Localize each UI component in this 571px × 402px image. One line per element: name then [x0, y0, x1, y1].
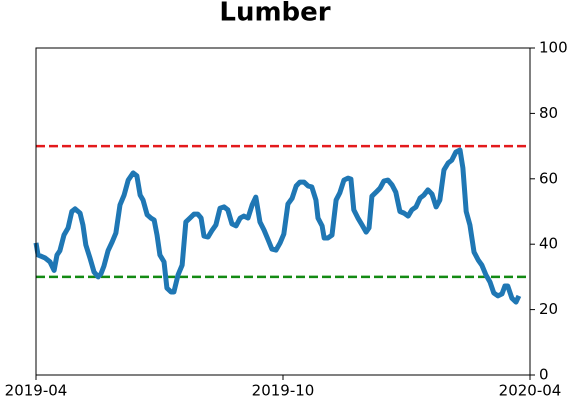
y-tick-label: 80: [539, 104, 558, 122]
y-tick-label: 20: [539, 300, 558, 318]
plot-frame: [35, 47, 531, 376]
x-tick-label: 2019-04: [5, 382, 68, 400]
y-tick-label: 40: [539, 235, 558, 253]
y-tick-label: 100: [539, 39, 568, 57]
x-tick-label: 2019-10: [252, 382, 315, 400]
data-line: [33, 147, 522, 305]
x-tick-label: 2020-04: [499, 382, 562, 400]
chart-title: Lumber: [219, 0, 330, 28]
y-tick-label: 60: [539, 169, 558, 187]
y-tick-label: 0: [539, 366, 549, 384]
